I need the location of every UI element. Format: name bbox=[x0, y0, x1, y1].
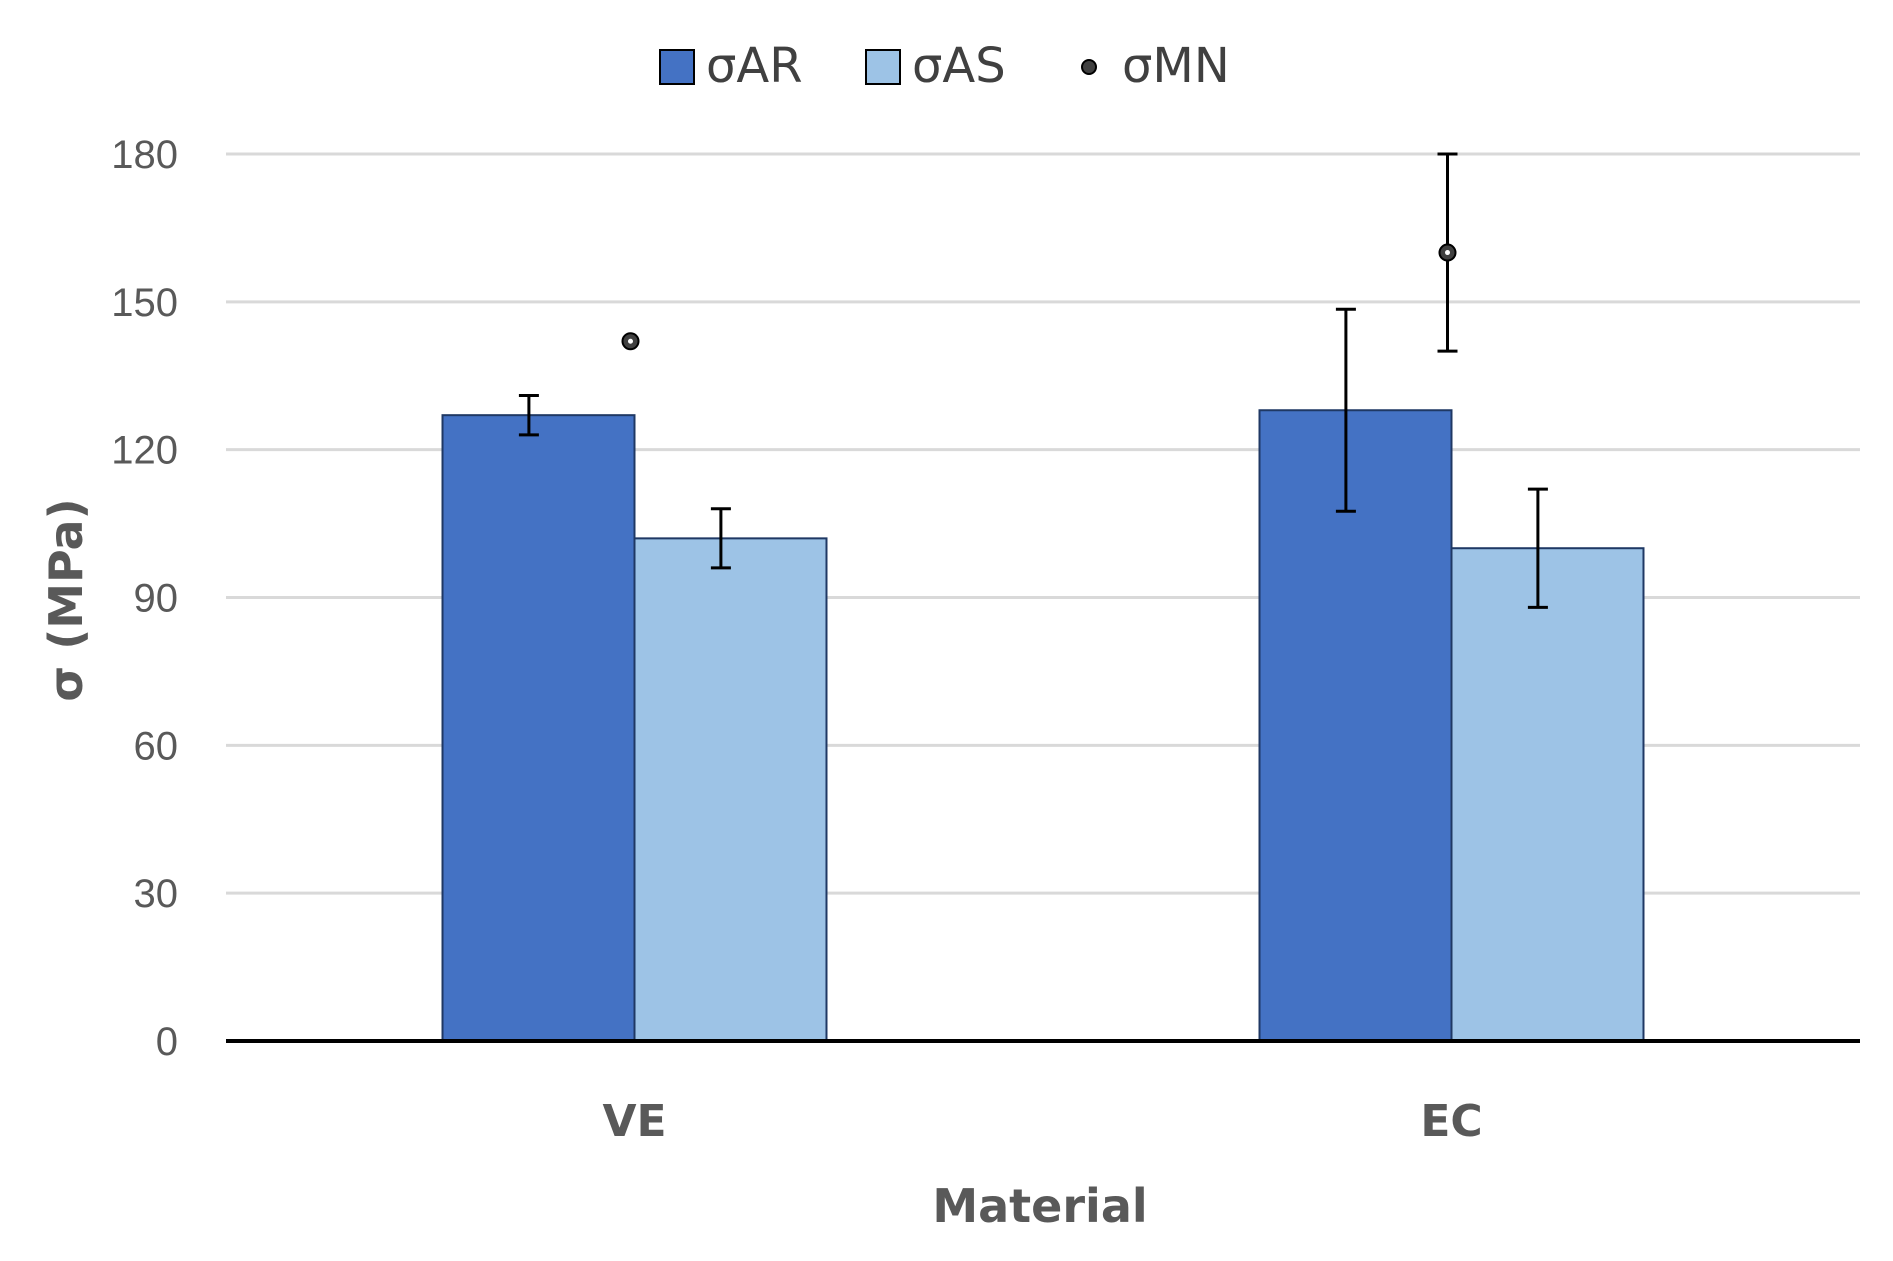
errorbar-ar-ve bbox=[518, 393, 539, 437]
legend-label-as: σAS bbox=[912, 38, 1006, 94]
point-mn-ec-center bbox=[1445, 250, 1450, 256]
y-tick-label: 150 bbox=[111, 281, 178, 325]
legend-label-ar: σAR bbox=[706, 38, 803, 94]
legend-label-mn: σMN bbox=[1122, 38, 1230, 94]
legend-swatch-as bbox=[865, 49, 901, 85]
bar-ar-ec bbox=[1258, 409, 1453, 1042]
bars bbox=[441, 409, 1645, 1042]
y-tick-label: 90 bbox=[134, 577, 179, 621]
y-tick-label: 0 bbox=[156, 1020, 178, 1064]
points bbox=[621, 243, 1457, 351]
error-bars bbox=[518, 152, 1548, 609]
y-axis-title: σ (MPa) bbox=[39, 498, 93, 701]
legend: σAR σAS σMN bbox=[659, 38, 1230, 94]
y-tick-label: 30 bbox=[134, 872, 179, 916]
errorbar-as-ve bbox=[710, 507, 731, 570]
legend-swatch-mn bbox=[1081, 59, 1097, 75]
bar-as-ve bbox=[633, 537, 828, 1042]
x-axis-title: Material bbox=[932, 1179, 1147, 1233]
bar-ar-ve bbox=[441, 414, 636, 1042]
y-axis-ticks: 0 30 60 90 120 150 180 bbox=[111, 133, 178, 1064]
bar-as-ec bbox=[1450, 547, 1645, 1042]
errorbar-as-ec bbox=[1527, 487, 1548, 609]
y-tick-label: 180 bbox=[111, 133, 178, 177]
y-tick-label: 120 bbox=[111, 429, 178, 473]
x-tick-label: VE bbox=[602, 1096, 666, 1147]
point-mn-ve-center bbox=[628, 338, 633, 344]
y-tick-label: 60 bbox=[134, 724, 179, 768]
errorbar-ar-ec bbox=[1335, 307, 1356, 513]
x-axis-labels: VE EC bbox=[602, 1096, 1482, 1147]
x-tick-label: EC bbox=[1420, 1096, 1482, 1147]
legend-swatch-ar bbox=[659, 49, 695, 85]
